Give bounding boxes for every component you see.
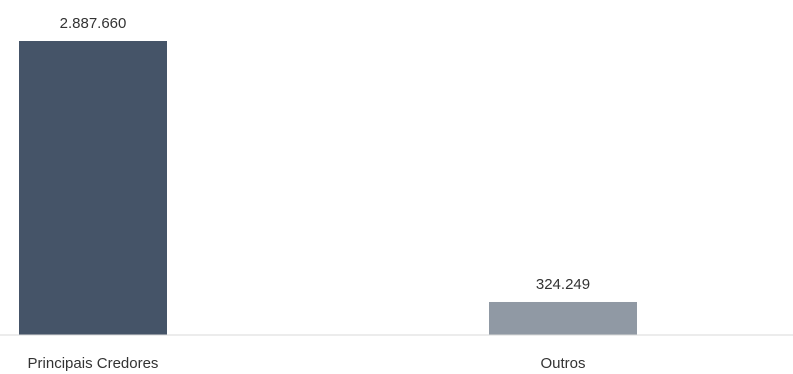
category-label-principais-credores: Principais Credores (28, 355, 159, 372)
bar-outros (489, 302, 637, 335)
data-label-outros: 324.249 (536, 276, 590, 293)
category-label-outros: Outros (540, 355, 585, 372)
bar-principais-credores (19, 41, 167, 335)
data-label-principais-credores: 2.887.660 (60, 15, 127, 32)
